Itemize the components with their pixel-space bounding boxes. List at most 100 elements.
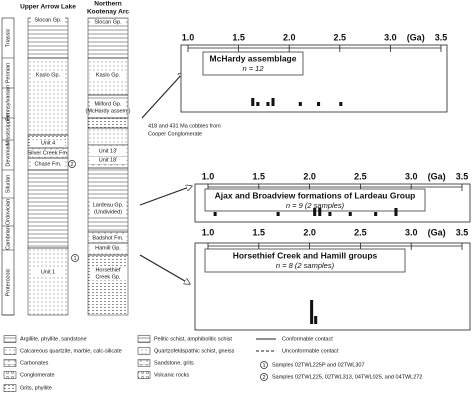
x-tick-label: 2.0 bbox=[283, 32, 296, 42]
unit-label: Badshot Fm. bbox=[92, 235, 124, 241]
legend-label: Samples 02TWL225, 02TWL313, 04TWL025, an… bbox=[272, 374, 422, 380]
histogram-bar bbox=[339, 102, 343, 106]
unit-label: Lardeau Gp. bbox=[93, 202, 124, 208]
strat-unit bbox=[27, 247, 69, 316]
label-backing bbox=[31, 71, 65, 79]
x-tick-label: 1.0 bbox=[182, 32, 195, 42]
legend-swatch bbox=[137, 359, 151, 367]
sample-marker bbox=[260, 361, 268, 369]
annotation: 418 and 431 Ma cobbles from bbox=[148, 123, 221, 129]
unit-label: Slocan Gp. bbox=[34, 17, 62, 23]
label-backing bbox=[90, 266, 126, 274]
x-tick-label: 2.5 bbox=[354, 171, 367, 181]
label-backing bbox=[31, 149, 65, 157]
period-label: Triassic bbox=[5, 28, 11, 47]
label-backing bbox=[90, 208, 126, 216]
legend-label: Sandstone, grits bbox=[154, 360, 194, 366]
unit-label: Unit 18' bbox=[99, 157, 117, 163]
legend-label: Carbonates bbox=[20, 360, 49, 366]
x-tick-label: 1.5 bbox=[232, 32, 245, 42]
title-box bbox=[204, 248, 406, 273]
annotation: Cooper Conglomerate bbox=[148, 131, 202, 137]
panel-title: Horsethief Creek and Hamill groups bbox=[233, 250, 378, 260]
x-tick-label: 2.0 bbox=[303, 227, 316, 237]
sample-marker bbox=[260, 373, 268, 381]
label-backing bbox=[31, 139, 65, 147]
histogram-bar bbox=[298, 102, 302, 106]
histogram-bar bbox=[318, 208, 322, 216]
label-backing bbox=[90, 107, 126, 115]
unit-label: Creek Gp. bbox=[95, 274, 121, 280]
strat-unit bbox=[27, 17, 69, 59]
label-backing bbox=[90, 100, 126, 108]
sample-number: 1 bbox=[73, 256, 76, 262]
unit-label: (McHardy assem.) bbox=[86, 108, 131, 114]
panel-title: Ajax and Broadview formations of Lardeau… bbox=[215, 190, 416, 200]
strat-unit bbox=[87, 117, 129, 129]
legend-label: Pelitic schist, amphibolitic schist bbox=[154, 336, 232, 342]
label-backing bbox=[90, 147, 126, 155]
x-tick-label: 1.0 bbox=[202, 171, 215, 181]
x-tick-label: 3.5 bbox=[456, 171, 469, 181]
x-tick-label: 2.0 bbox=[303, 171, 316, 181]
label-backing bbox=[90, 234, 126, 242]
legend-swatch bbox=[137, 335, 151, 343]
histogram-bar bbox=[374, 212, 378, 216]
legend-label: Argillite, phyllite, sandstone bbox=[20, 336, 87, 342]
unit-label: Unit 4 bbox=[41, 140, 55, 146]
label-backing bbox=[90, 71, 126, 79]
histogram-bar bbox=[348, 212, 352, 216]
legend-label: Conglomerate bbox=[20, 372, 55, 378]
unit-label: Horsethief bbox=[95, 267, 121, 273]
histogram-bar bbox=[271, 98, 275, 106]
label-backing bbox=[31, 160, 65, 168]
histogram-bar bbox=[266, 102, 270, 106]
label-backing bbox=[90, 244, 126, 252]
period-label: Silurian bbox=[5, 175, 11, 193]
histogram-bar bbox=[314, 316, 318, 324]
legend-label: Conformable contact bbox=[282, 336, 333, 342]
sample-marker bbox=[71, 254, 79, 262]
legend-label: Grits, phyllite bbox=[20, 385, 52, 391]
strat-unit bbox=[27, 169, 69, 249]
unit-label: Slocan Gp. bbox=[94, 19, 122, 25]
column-header: Upper Arrow Lake bbox=[20, 4, 76, 11]
period-label: Ordovician bbox=[5, 199, 11, 225]
legend-swatch bbox=[137, 347, 151, 355]
x-tick-label: 2.5 bbox=[354, 227, 367, 237]
axis-unit: (Ga) bbox=[407, 32, 425, 42]
histogram-bar bbox=[328, 212, 332, 216]
histogram-bar bbox=[317, 102, 321, 106]
panel-title: McHardy assemblage bbox=[210, 53, 297, 63]
histogram-bar bbox=[310, 300, 314, 324]
legend-swatch bbox=[3, 371, 17, 379]
x-tick-label: 2.5 bbox=[334, 32, 347, 42]
x-tick-label: 1.5 bbox=[253, 227, 266, 237]
label-backing bbox=[31, 16, 65, 24]
unit-label: Unit 1 bbox=[41, 269, 55, 275]
x-tick-label: 3.5 bbox=[435, 32, 448, 42]
unit-label: Chase Fm. bbox=[35, 161, 62, 167]
histogram-bar bbox=[394, 208, 398, 216]
strat-unit bbox=[87, 167, 129, 233]
x-tick-label: 3.0 bbox=[384, 32, 397, 42]
x-tick-label: 3.5 bbox=[456, 227, 469, 237]
legend-label: Quartzofeldspathic schist, gneiss bbox=[154, 348, 235, 354]
legend-swatch bbox=[3, 359, 17, 367]
histogram-bar bbox=[276, 212, 280, 216]
legend-swatch bbox=[137, 371, 151, 379]
sample-number: 2 bbox=[70, 162, 73, 168]
legend-label: Unconformable contact bbox=[282, 348, 339, 354]
unit-label: Unit 13' bbox=[99, 148, 117, 154]
histogram-bar bbox=[313, 208, 317, 216]
histogram-bar bbox=[213, 212, 217, 216]
panel-n: n = 12 bbox=[242, 64, 264, 73]
sample-number: 2 bbox=[262, 375, 265, 381]
legend-swatch bbox=[3, 384, 17, 392]
strat-unit bbox=[27, 57, 69, 136]
period-label: Pennsylvanian bbox=[5, 85, 11, 121]
column-header: Northern bbox=[94, 1, 121, 8]
column-header: Kootenay Arc bbox=[87, 9, 129, 16]
label-backing bbox=[90, 201, 126, 209]
